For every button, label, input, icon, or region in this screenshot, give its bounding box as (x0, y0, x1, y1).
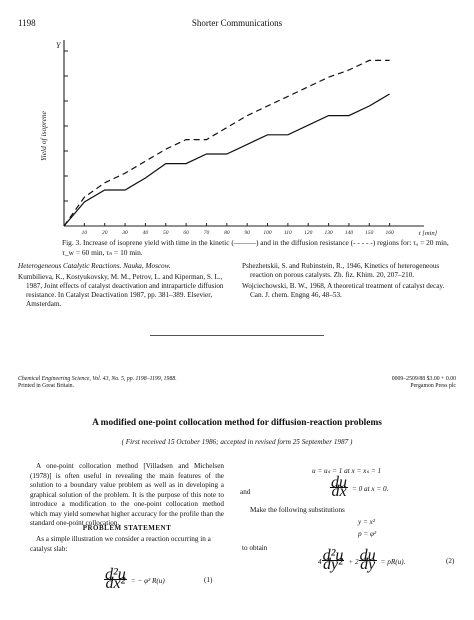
fraction: du dy (358, 546, 377, 573)
equation-2: 4 d²u dy² + 2 du dy = pR(u). (318, 546, 406, 573)
x-tick-label: 130 (324, 230, 333, 236)
reference-item: Heterogeneous Catalytic Reactions. Nauka… (18, 262, 171, 270)
issn-code: 0009–2509/88 $3.00 + 0.00 (391, 376, 456, 382)
equation-rhs: = − φ² R(u) (130, 577, 165, 585)
substitution-2: p = φ² (358, 530, 377, 538)
substitution-text: Make the following substitutions (250, 506, 345, 514)
x-tick-label: 60 (183, 230, 189, 236)
journal-citation: Chemical Engineering Science, Vol. 43, N… (18, 376, 177, 382)
x-tick-label: 10 (82, 230, 88, 236)
figure-3-chart: 10 20 30 40 50 60 70 80 90 100 110 120 130 140 150 160 t… (39, 40, 438, 236)
x-tick-label: 110 (284, 230, 292, 236)
publisher-name: Pergamon Press plc (410, 383, 456, 389)
x-tick-label: 20 (102, 230, 108, 236)
references-left: Heterogeneous Catalytic Reactions. Nauka… (18, 262, 228, 311)
to-obtain-text: to obtain (242, 544, 268, 552)
section-divider (150, 335, 324, 336)
article-dates: ( First received 15 October 1986; accept… (121, 438, 353, 446)
journal-info: Chemical Engineering Science, Vol. 43, N… (18, 376, 238, 390)
equation-1: d²u dx² = − φ² R(u) (104, 565, 165, 592)
boundary-condition-1: u = uₛ = 1 at x = xₛ = 1 (312, 467, 382, 475)
series-line-diffusion (63, 59, 390, 227)
section-text: As a simple illustration we consider a r… (30, 535, 211, 553)
article-title: A modified one-point collocation method … (92, 418, 382, 428)
page-number: 1198 (18, 18, 36, 28)
x-tick-label: 80 (224, 230, 230, 236)
series-line-kinetic (63, 93, 390, 227)
y-axis-top-label: Y (56, 41, 62, 50)
x-tick-label: 70 (204, 230, 210, 236)
x-tick-label: 50 (163, 230, 169, 236)
boundary-condition-2: du dx = 0 at x = 0. (330, 473, 389, 500)
running-title: Shorter Communications (191, 18, 283, 28)
fraction: d²u dy² (321, 546, 345, 573)
x-tick-label: 160 (386, 230, 395, 236)
equation-2-number: (2) (446, 557, 455, 565)
x-tick-label: 90 (244, 230, 250, 236)
x-tick-label: 30 (121, 230, 128, 236)
x-tick-label: 100 (263, 230, 272, 236)
y-axis-label: Yield of isoprene (39, 110, 48, 161)
publisher-info: 0009–2509/88 $3.00 + 0.00 Pergamon Press… (300, 376, 456, 390)
references-right: Pshezhetskii, S. and Rubinstein, R., 194… (242, 262, 458, 302)
x-axis-unit-label: t [min] (419, 230, 438, 236)
fraction: d²u dx² (104, 565, 127, 592)
section-heading: PROBLEM STATEMENT (82, 524, 172, 532)
x-tick-label: 120 (304, 230, 313, 236)
x-tick-label: 150 (365, 230, 374, 236)
reference-item: Kumbilieva, K., Kostyukovsky, M. M., Pet… (18, 273, 224, 308)
reference-item: Pshezhetskii, S. and Rubinstein, R., 194… (242, 262, 440, 279)
printed-in: Printed in Great Britain. (18, 383, 75, 389)
x-tick-label: 40 (143, 229, 149, 236)
intro-paragraph: A one-point collocation method [Villadse… (30, 462, 224, 527)
reference-item: Wojciechowski, B. W., 1968, A theoretica… (242, 282, 445, 299)
fraction: du dx (330, 473, 348, 500)
figure-caption: Fig. 3. Increase of isoprene yield with … (62, 238, 449, 257)
equation-1-number: (1) (204, 576, 213, 584)
and-word: and (240, 488, 251, 496)
substitution-1: y = x² (358, 518, 375, 526)
x-tick-label: 140 (345, 229, 354, 236)
